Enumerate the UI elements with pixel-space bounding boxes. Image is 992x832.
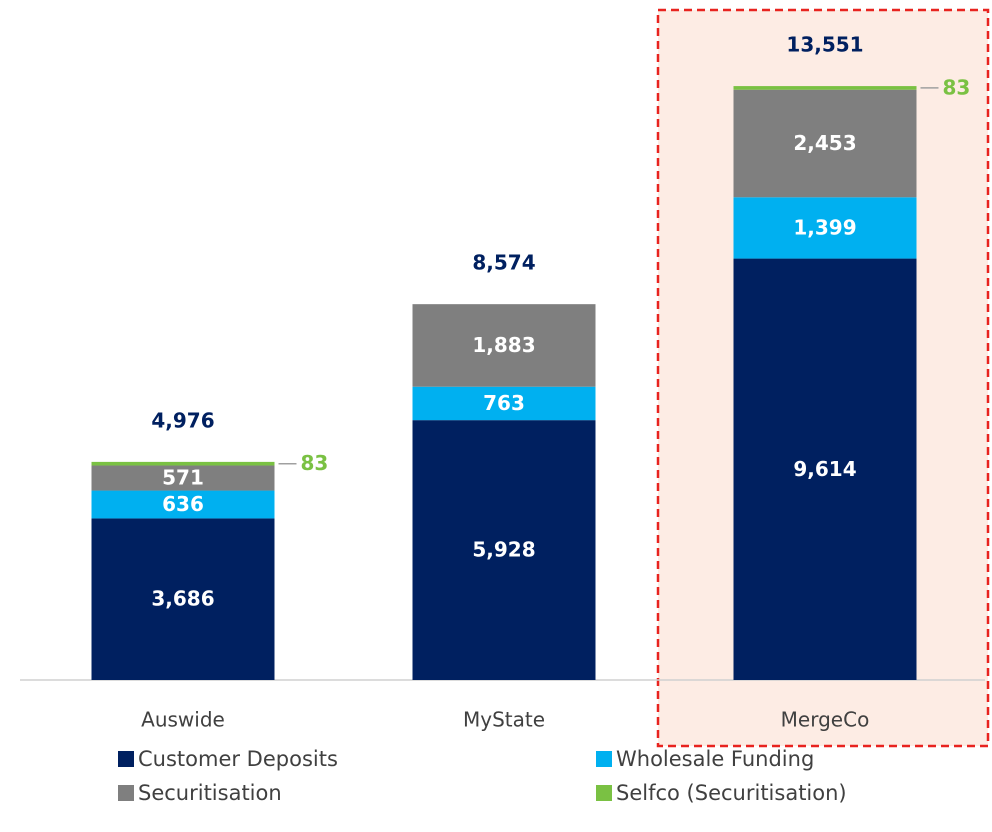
bar-segment <box>91 490 275 519</box>
x-tick-label: MergeCo <box>781 708 870 732</box>
legend-label: Customer Deposits <box>138 747 338 771</box>
bar-segment <box>733 258 917 680</box>
bar-segment <box>412 304 596 387</box>
x-tick-label: MyState <box>463 708 545 732</box>
legend-label: Selfco (Securitisation) <box>616 781 847 805</box>
legend-swatch <box>596 785 612 801</box>
segment-label: 1,399 <box>793 215 856 239</box>
outside-label: 83 <box>943 75 971 99</box>
bar-segment <box>91 465 275 491</box>
segment-label: 3,686 <box>151 587 214 611</box>
segment-label: 636 <box>162 492 204 516</box>
legend-label: Wholesale Funding <box>616 747 814 771</box>
bar-segment <box>412 386 596 421</box>
segment-label: 2,453 <box>793 131 856 155</box>
total-label: 13,551 <box>786 33 863 57</box>
total-label: 4,976 <box>151 408 214 432</box>
segment-label: 5,928 <box>472 538 535 562</box>
bar-segment <box>733 89 917 198</box>
segment-label: 763 <box>483 391 525 415</box>
bar-segment <box>733 86 917 90</box>
segment-label: 571 <box>162 466 204 490</box>
bar-segment <box>91 461 275 466</box>
outside-label: 83 <box>301 451 329 475</box>
segment-label: 1,883 <box>472 333 535 357</box>
bar-segment <box>91 518 275 680</box>
segment-label: 9,614 <box>793 457 856 481</box>
bar-segment <box>412 420 596 680</box>
legend-swatch <box>118 785 134 801</box>
bar-segment <box>733 197 917 259</box>
total-label: 8,574 <box>472 251 535 275</box>
legend-label: Securitisation <box>138 781 282 805</box>
x-tick-label: Auswide <box>141 708 225 732</box>
legend-swatch <box>118 751 134 767</box>
legend-swatch <box>596 751 612 767</box>
